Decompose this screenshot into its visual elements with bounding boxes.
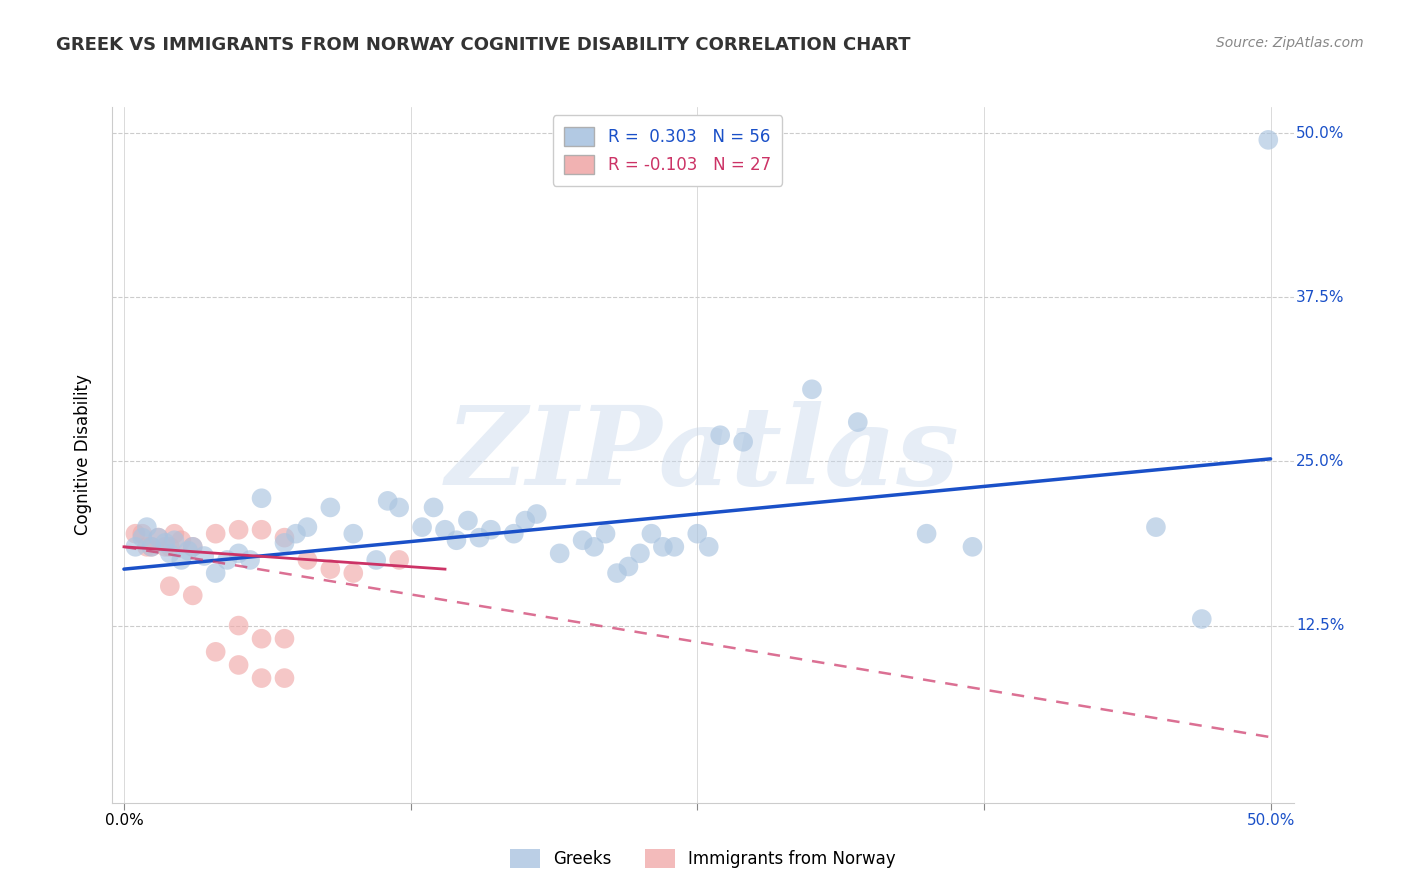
Point bbox=[217, 553, 239, 567]
Point bbox=[628, 546, 651, 560]
Point bbox=[686, 526, 709, 541]
Text: 0.0%: 0.0% bbox=[104, 814, 143, 829]
Point bbox=[526, 507, 548, 521]
Point bbox=[273, 632, 295, 646]
Point bbox=[606, 566, 628, 580]
Point bbox=[422, 500, 444, 515]
Point bbox=[228, 546, 250, 560]
Point bbox=[366, 553, 388, 567]
Text: 12.5%: 12.5% bbox=[1296, 618, 1344, 633]
Point bbox=[571, 533, 593, 548]
Point bbox=[204, 645, 226, 659]
Point bbox=[141, 540, 163, 554]
Text: Source: ZipAtlas.com: Source: ZipAtlas.com bbox=[1216, 36, 1364, 50]
Point bbox=[297, 553, 319, 567]
Point bbox=[915, 526, 938, 541]
Point bbox=[159, 540, 181, 554]
Point bbox=[515, 514, 537, 528]
Point bbox=[388, 500, 411, 515]
Point bbox=[124, 540, 146, 554]
Point bbox=[284, 526, 307, 541]
Point bbox=[250, 632, 273, 646]
Point bbox=[411, 520, 433, 534]
Point bbox=[177, 543, 200, 558]
Point bbox=[228, 657, 250, 672]
Point bbox=[697, 540, 720, 554]
Point bbox=[342, 526, 364, 541]
Point bbox=[159, 579, 181, 593]
Point bbox=[468, 531, 491, 545]
Point bbox=[664, 540, 686, 554]
Point bbox=[479, 523, 502, 537]
Text: 50.0%: 50.0% bbox=[1246, 814, 1295, 829]
Legend: Greeks, Immigrants from Norway: Greeks, Immigrants from Norway bbox=[501, 838, 905, 878]
Text: 50.0%: 50.0% bbox=[1296, 126, 1344, 141]
Point bbox=[155, 536, 177, 550]
Point bbox=[141, 540, 163, 554]
Point bbox=[273, 671, 295, 685]
Point bbox=[155, 540, 177, 554]
Point bbox=[250, 523, 273, 537]
Point bbox=[583, 540, 606, 554]
Point bbox=[131, 531, 153, 545]
Point bbox=[170, 553, 193, 567]
Point bbox=[135, 520, 157, 534]
Point bbox=[846, 415, 869, 429]
Point bbox=[250, 671, 273, 685]
Point bbox=[250, 491, 273, 506]
Point bbox=[502, 526, 524, 541]
Point bbox=[148, 531, 170, 545]
Point bbox=[651, 540, 673, 554]
Point bbox=[170, 533, 193, 548]
Point bbox=[434, 523, 457, 537]
Point bbox=[148, 531, 170, 545]
Point bbox=[124, 526, 146, 541]
Text: 37.5%: 37.5% bbox=[1296, 290, 1344, 305]
Point bbox=[239, 553, 262, 567]
Text: 25.0%: 25.0% bbox=[1296, 454, 1344, 469]
Point bbox=[319, 562, 342, 576]
Point bbox=[181, 540, 204, 554]
Text: ZIPatlas: ZIPatlas bbox=[446, 401, 960, 508]
Point bbox=[319, 500, 342, 515]
Point bbox=[1191, 612, 1213, 626]
Point bbox=[273, 536, 295, 550]
Point bbox=[709, 428, 731, 442]
Point bbox=[377, 494, 399, 508]
Point bbox=[388, 553, 411, 567]
Point bbox=[228, 618, 250, 632]
Point bbox=[204, 526, 226, 541]
Point bbox=[131, 526, 153, 541]
Point bbox=[800, 382, 823, 396]
Point bbox=[204, 566, 226, 580]
Point bbox=[617, 559, 640, 574]
Point bbox=[181, 540, 204, 554]
Point bbox=[1144, 520, 1167, 534]
Point bbox=[228, 523, 250, 537]
Point bbox=[342, 566, 364, 580]
Point bbox=[548, 546, 571, 560]
Point bbox=[595, 526, 617, 541]
Point bbox=[159, 546, 181, 560]
Point bbox=[733, 434, 755, 449]
Point bbox=[193, 549, 215, 563]
Point bbox=[962, 540, 984, 554]
Point bbox=[640, 526, 662, 541]
Point bbox=[297, 520, 319, 534]
Point bbox=[446, 533, 468, 548]
Text: GREEK VS IMMIGRANTS FROM NORWAY COGNITIVE DISABILITY CORRELATION CHART: GREEK VS IMMIGRANTS FROM NORWAY COGNITIV… bbox=[56, 36, 911, 54]
Point bbox=[163, 526, 186, 541]
Point bbox=[273, 531, 295, 545]
Point bbox=[135, 540, 157, 554]
Point bbox=[457, 514, 479, 528]
Point bbox=[181, 588, 204, 602]
Point bbox=[163, 533, 186, 548]
Point bbox=[1257, 133, 1279, 147]
Y-axis label: Cognitive Disability: Cognitive Disability bbox=[73, 375, 91, 535]
